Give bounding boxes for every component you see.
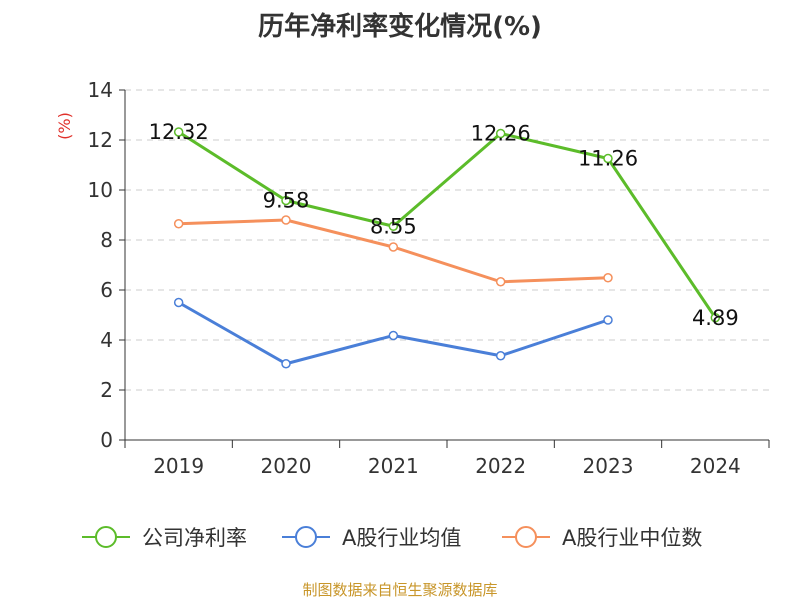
source-note: 制图数据来自恒生聚源数据库 (302, 581, 498, 599)
data-label: 8.55 (370, 214, 417, 238)
data-label: 12.32 (149, 120, 209, 144)
data-point (388, 330, 399, 341)
x-tick-label: 2021 (368, 454, 419, 478)
x-tick-label: 2022 (475, 454, 526, 478)
gridlines (125, 89, 769, 391)
data-point (281, 359, 291, 369)
data-label: 4.89 (692, 306, 739, 330)
y-tick-label: 0 (100, 428, 113, 452)
x-tick-label: 2019 (153, 454, 204, 478)
legend-marker (295, 526, 317, 548)
data-point (603, 153, 613, 164)
data-point (281, 195, 291, 206)
data-point (603, 315, 613, 325)
chart-title: 历年净利率变化情况(%) (258, 12, 542, 42)
y-tick-label: 10 (88, 178, 113, 202)
legend-marker (515, 526, 537, 548)
legend-label: A股行业均值 (342, 526, 461, 550)
y-tick-label: 14 (88, 78, 113, 102)
x-tick-label: 2020 (261, 454, 312, 478)
data-point (495, 128, 506, 139)
legend-label: A股行业中位数 (562, 526, 702, 550)
data-point (495, 351, 506, 361)
data-label: 11.26 (578, 147, 638, 171)
data-point (603, 273, 613, 283)
legend: 公司净利率 A股行业均值 A股行业中位数 (82, 526, 702, 550)
legend-item: 公司净利率 (82, 526, 247, 550)
data-point (281, 215, 291, 225)
axes: 0 2 4 6 8 10 12 14 2019 2020 2021 2022 2023 2024 (88, 78, 770, 478)
y-tick-label: 8 (100, 228, 113, 252)
data-point (388, 221, 399, 231)
data-point (710, 313, 721, 323)
series-line (177, 130, 717, 319)
x-tick-label: 2023 (583, 454, 634, 478)
y-tick-label: 4 (100, 328, 113, 352)
y-tick-label: 6 (100, 278, 113, 302)
data-point (173, 127, 184, 137)
y-tick-label: 12 (88, 128, 113, 152)
legend-item: A股行业中位数 (502, 526, 702, 550)
data-label: 9.58 (263, 189, 310, 213)
y-tick-label: 2 (100, 378, 113, 402)
y-axis-label: (%) (55, 112, 74, 140)
data-point (173, 297, 184, 308)
x-tick-label: 2024 (690, 454, 741, 478)
legend-marker (95, 526, 117, 548)
data-point (495, 277, 506, 287)
data-label: 12.26 (471, 122, 531, 146)
legend-label: 公司净利率 (142, 526, 247, 550)
data-point (388, 242, 399, 252)
data-point (173, 219, 184, 229)
series-lines: 12.32 9.58 8.55 12.26 11.26 4.89 (149, 120, 739, 369)
legend-item: A股行业均值 (282, 526, 461, 550)
